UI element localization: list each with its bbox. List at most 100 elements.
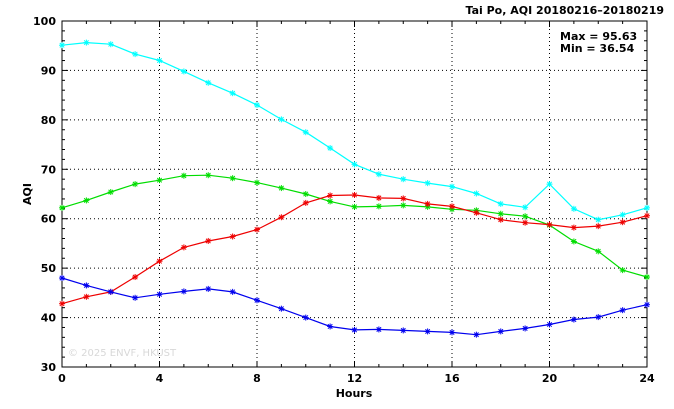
- y-tick-labels: 30 40 50 60 70 80 90 100: [33, 15, 56, 374]
- data-point: [278, 116, 285, 123]
- data-point: [497, 216, 504, 223]
- data-point: [83, 197, 90, 204]
- data-point: [205, 172, 212, 179]
- data-point: [619, 267, 626, 274]
- chart-title: Tai Po, AQI 20180216–20180219: [466, 4, 664, 17]
- data-point: [83, 293, 90, 300]
- data-point: [327, 145, 334, 152]
- data-point: [229, 288, 236, 295]
- data-point: [400, 176, 407, 183]
- data-point: [327, 323, 334, 330]
- data-point: [302, 314, 309, 321]
- data-point: [595, 314, 602, 321]
- data-point: [522, 213, 529, 220]
- y-tick-label: 30: [41, 361, 57, 374]
- data-point: [156, 258, 163, 265]
- data-point: [570, 238, 577, 245]
- data-point: [619, 307, 626, 314]
- y-tick-label: 90: [41, 64, 57, 77]
- data-point: [254, 102, 260, 109]
- y-tick-label: 80: [41, 114, 57, 127]
- data-point: [570, 224, 577, 231]
- data-point: [278, 305, 285, 312]
- data-point: [205, 285, 212, 292]
- data-point: [107, 41, 114, 48]
- data-point: [546, 181, 553, 188]
- y-tick-label: 100: [33, 15, 56, 28]
- data-point: [156, 291, 163, 298]
- data-point: [351, 203, 358, 210]
- data-point: [254, 179, 260, 186]
- x-axis-label: Hours: [336, 387, 373, 400]
- data-point: [351, 191, 358, 198]
- data-point: [619, 219, 626, 226]
- data-point: [132, 51, 139, 58]
- data-point: [595, 248, 602, 255]
- min-annotation: Min = 36.54: [560, 42, 635, 55]
- data-point: [59, 300, 65, 307]
- data-point: [59, 204, 65, 211]
- series-1: [59, 39, 650, 223]
- data-point: [522, 204, 529, 211]
- data-point: [180, 68, 187, 75]
- x-tick-label: 20: [542, 372, 558, 385]
- y-axis-label: AQI: [21, 183, 34, 205]
- data-point: [424, 328, 431, 335]
- data-point: [59, 275, 65, 282]
- data-point: [644, 212, 650, 219]
- data-point: [83, 39, 90, 46]
- data-point: [522, 325, 529, 332]
- data-point: [375, 171, 382, 178]
- data-point: [497, 200, 504, 207]
- data-point: [644, 301, 650, 308]
- data-point: [132, 294, 139, 301]
- data-point: [449, 183, 455, 190]
- data-point: [254, 226, 260, 233]
- data-point: [595, 216, 602, 223]
- data-point: [497, 328, 504, 335]
- data-point: [522, 219, 529, 226]
- watermark-text: © 2025 ENVF, HKUST: [68, 348, 177, 359]
- data-point: [254, 297, 260, 304]
- max-annotation: Max = 95.63: [560, 30, 637, 43]
- y-tick-label: 70: [41, 163, 57, 176]
- data-point: [229, 90, 236, 97]
- data-point: [400, 327, 407, 334]
- data-point: [424, 200, 431, 207]
- y-tick-label: 40: [41, 312, 57, 325]
- data-point: [278, 214, 285, 221]
- data-point: [375, 194, 382, 201]
- data-point: [644, 204, 650, 211]
- data-point: [132, 274, 139, 281]
- data-point: [473, 190, 480, 197]
- x-tick-label: 16: [444, 372, 460, 385]
- data-point: [400, 202, 407, 209]
- data-point: [278, 185, 285, 192]
- x-tick-label: 8: [253, 372, 261, 385]
- data-point: [302, 129, 309, 136]
- data-point: [595, 223, 602, 230]
- data-point: [205, 79, 212, 86]
- x-tick-label: 4: [156, 372, 164, 385]
- data-point: [156, 177, 163, 184]
- series-line: [61, 277, 648, 336]
- data-point: [302, 199, 309, 206]
- data-point: [327, 198, 334, 205]
- data-point: [570, 205, 577, 212]
- data-point: [619, 211, 626, 218]
- data-point: [546, 221, 553, 228]
- data-point: [107, 288, 114, 295]
- data-point: [180, 244, 187, 251]
- data-point: [351, 161, 358, 168]
- data-point: [644, 274, 650, 281]
- y-tick-label: 50: [41, 262, 57, 275]
- data-point: [229, 175, 236, 182]
- data-point: [449, 329, 455, 336]
- x-tick-label: 24: [639, 372, 655, 385]
- data-point: [205, 237, 212, 244]
- x-tick-labels: 0 4 8 12 16 20 24: [58, 372, 655, 385]
- data-point: [302, 191, 309, 197]
- series-3: [59, 191, 650, 307]
- data-point: [400, 195, 407, 202]
